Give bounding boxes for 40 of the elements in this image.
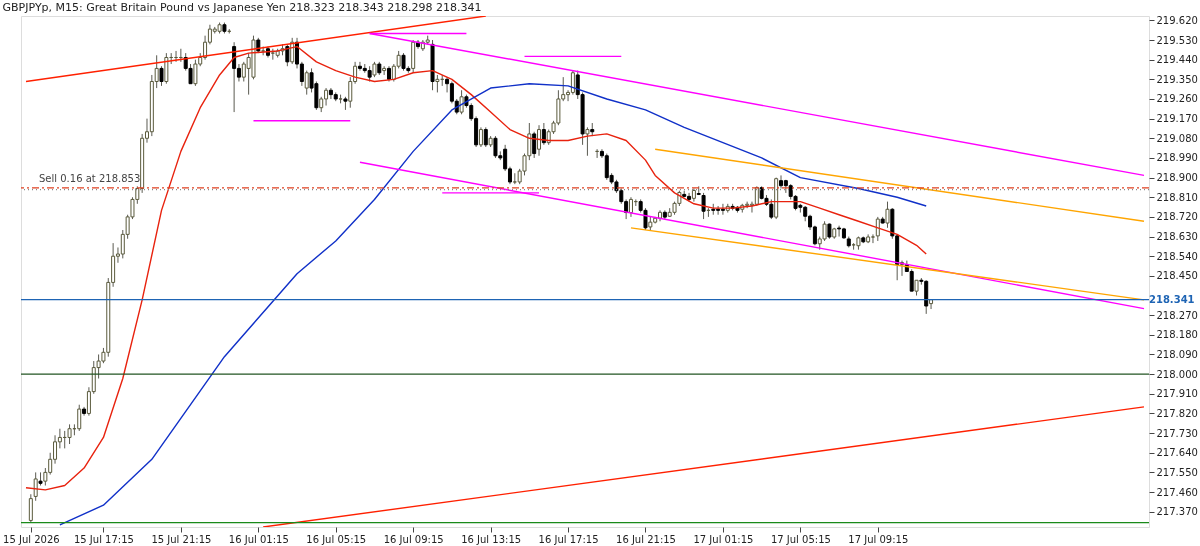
x-tick-label: 17 Jul 09:15 bbox=[848, 533, 909, 545]
y-tick-label: 219.350 bbox=[1156, 73, 1198, 85]
y-tick-label: 219.080 bbox=[1156, 132, 1198, 144]
x-tick-label: 15 Jul 21:15 bbox=[151, 533, 212, 545]
y-tick-label: 217.370 bbox=[1156, 506, 1198, 518]
y-tick-label: 218.180 bbox=[1156, 329, 1198, 341]
x-tick-label: 15 Jul 2026 bbox=[3, 533, 60, 545]
chart-title: GBPJPYp, M15: Great Britain Pound vs Japanese Yen 218.323 218.343 218.298 218.341 bbox=[2, 1, 482, 15]
y-tick-label: 218.630 bbox=[1156, 231, 1198, 243]
y-tick-label: 218.720 bbox=[1156, 211, 1198, 223]
y-tick-label: 218.090 bbox=[1156, 348, 1198, 360]
ref-line-label: Sell 0.16 at 218.853 bbox=[39, 172, 141, 184]
x-tick-label: 17 Jul 05:15 bbox=[770, 533, 831, 545]
x-tick-label: 16 Jul 17:15 bbox=[538, 533, 599, 545]
x-tick-label: 16 Jul 05:15 bbox=[306, 533, 367, 545]
x-tick-label: 16 Jul 21:15 bbox=[616, 533, 676, 545]
x-tick-label: 15 Jul 17:15 bbox=[73, 533, 134, 545]
y-tick-label: 219.260 bbox=[1156, 93, 1198, 105]
y-tick-label: 218.540 bbox=[1156, 250, 1198, 262]
y-tick-label: 218.900 bbox=[1156, 172, 1198, 184]
x-tick-label: 17 Jul 01:15 bbox=[693, 533, 754, 545]
y-tick-label: 218.000 bbox=[1156, 368, 1198, 380]
y-tick-label: 218.810 bbox=[1156, 191, 1198, 203]
y-tick-label: 219.530 bbox=[1156, 34, 1198, 46]
y-tick-label: 218.270 bbox=[1156, 309, 1198, 321]
y-tick-label: 217.640 bbox=[1156, 447, 1198, 459]
y-tick-label: 217.910 bbox=[1156, 388, 1198, 400]
y-tick-label: 217.550 bbox=[1156, 466, 1198, 478]
y-tick-label: 217.820 bbox=[1156, 407, 1198, 419]
x-tick-label: 16 Jul 13:15 bbox=[461, 533, 522, 545]
y-tick-label: 217.460 bbox=[1156, 486, 1198, 498]
ref-line-label: 218.341 bbox=[1149, 293, 1195, 305]
y-tick-label: 219.440 bbox=[1156, 54, 1198, 66]
x-tick-label: 16 Jul 01:15 bbox=[228, 533, 289, 545]
y-tick-label: 219.620 bbox=[1156, 14, 1198, 26]
y-tick-label: 218.990 bbox=[1156, 152, 1198, 164]
y-tick-label: 217.730 bbox=[1156, 427, 1198, 439]
x-tick-label: 16 Jul 09:15 bbox=[383, 533, 444, 545]
y-tick-label: 219.170 bbox=[1156, 113, 1198, 125]
y-tick-label: 218.450 bbox=[1156, 270, 1198, 282]
